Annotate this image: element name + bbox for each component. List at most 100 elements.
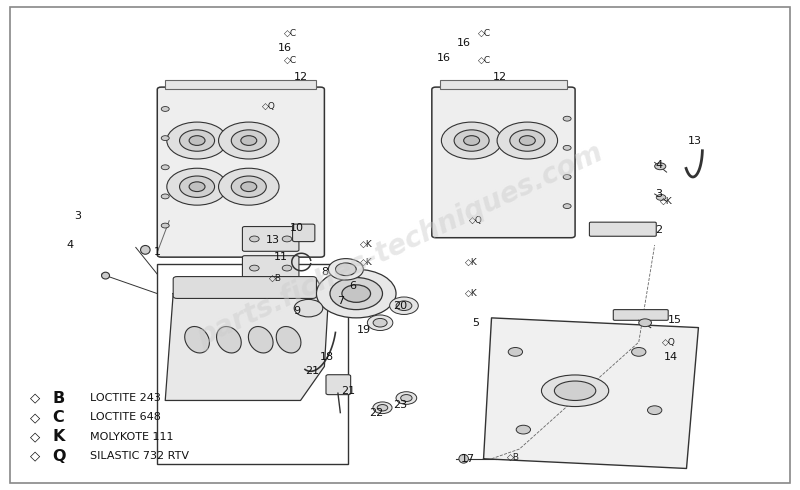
Circle shape xyxy=(519,136,535,146)
Circle shape xyxy=(378,405,388,411)
Circle shape xyxy=(631,347,646,356)
Text: 21: 21 xyxy=(342,386,355,396)
FancyBboxPatch shape xyxy=(158,87,324,257)
Text: ◇C: ◇C xyxy=(284,56,297,65)
Circle shape xyxy=(250,265,259,271)
Text: ◇K: ◇K xyxy=(360,240,373,248)
Circle shape xyxy=(563,204,571,209)
Circle shape xyxy=(464,136,479,146)
Bar xyxy=(440,80,567,89)
Text: 8: 8 xyxy=(321,267,328,277)
Text: ◇B: ◇B xyxy=(507,453,520,462)
Circle shape xyxy=(638,319,651,327)
Text: ◇Q: ◇Q xyxy=(470,216,483,225)
Text: 3: 3 xyxy=(74,211,81,221)
FancyBboxPatch shape xyxy=(614,310,668,320)
Circle shape xyxy=(342,285,370,302)
FancyBboxPatch shape xyxy=(326,375,350,394)
Circle shape xyxy=(282,236,292,242)
FancyBboxPatch shape xyxy=(432,87,575,238)
FancyBboxPatch shape xyxy=(242,226,299,251)
Circle shape xyxy=(294,299,323,317)
Polygon shape xyxy=(166,279,328,400)
Circle shape xyxy=(563,116,571,121)
Text: 23: 23 xyxy=(393,400,407,410)
Ellipse shape xyxy=(185,326,210,353)
Text: C: C xyxy=(52,410,64,425)
Ellipse shape xyxy=(248,326,273,353)
Text: 13: 13 xyxy=(687,136,702,146)
Circle shape xyxy=(508,347,522,356)
Circle shape xyxy=(179,130,214,151)
Circle shape xyxy=(162,194,170,199)
Circle shape xyxy=(335,263,356,275)
Text: LOCTITE 243: LOCTITE 243 xyxy=(90,393,161,403)
Circle shape xyxy=(654,163,666,170)
Text: 4: 4 xyxy=(655,160,662,170)
Circle shape xyxy=(218,122,279,159)
Circle shape xyxy=(231,130,266,151)
Text: 13: 13 xyxy=(266,235,280,245)
Text: ◇C: ◇C xyxy=(478,56,491,65)
Circle shape xyxy=(396,301,412,311)
Circle shape xyxy=(373,318,387,327)
Text: 11: 11 xyxy=(274,252,288,262)
Text: ◇K: ◇K xyxy=(360,258,373,267)
Circle shape xyxy=(373,402,392,414)
Bar xyxy=(158,265,348,464)
Circle shape xyxy=(401,394,412,401)
Text: MOLYKOTE 111: MOLYKOTE 111 xyxy=(90,432,173,442)
Ellipse shape xyxy=(554,381,596,400)
Text: 1: 1 xyxy=(154,247,161,257)
Text: 15: 15 xyxy=(667,315,682,325)
FancyBboxPatch shape xyxy=(590,222,656,236)
Text: 3: 3 xyxy=(655,189,662,199)
Text: 7: 7 xyxy=(337,296,344,306)
Ellipse shape xyxy=(102,272,110,279)
Text: 14: 14 xyxy=(663,352,678,362)
Circle shape xyxy=(189,136,205,146)
Circle shape xyxy=(250,236,259,242)
FancyBboxPatch shape xyxy=(173,276,317,298)
Circle shape xyxy=(179,176,214,197)
Text: 10: 10 xyxy=(290,223,303,233)
Text: LOCTITE 648: LOCTITE 648 xyxy=(90,413,161,422)
Circle shape xyxy=(162,223,170,228)
Text: ◇Q: ◇Q xyxy=(262,102,276,111)
Circle shape xyxy=(454,130,489,151)
Text: SILASTIC 732 RTV: SILASTIC 732 RTV xyxy=(90,451,189,462)
Text: 16: 16 xyxy=(437,53,450,63)
Circle shape xyxy=(218,168,279,205)
Text: ◇: ◇ xyxy=(30,411,40,424)
Circle shape xyxy=(497,122,558,159)
Circle shape xyxy=(367,315,393,331)
Ellipse shape xyxy=(141,245,150,254)
Text: ◇C: ◇C xyxy=(478,29,491,38)
Text: ◇K: ◇K xyxy=(660,197,673,206)
Text: 21: 21 xyxy=(306,367,319,376)
Text: 16: 16 xyxy=(457,38,470,49)
Circle shape xyxy=(510,130,545,151)
Circle shape xyxy=(516,425,530,434)
Circle shape xyxy=(231,176,266,197)
Text: 6: 6 xyxy=(349,281,356,291)
Circle shape xyxy=(167,168,227,205)
Text: 20: 20 xyxy=(393,301,407,311)
Text: 5: 5 xyxy=(472,318,479,328)
Text: B: B xyxy=(52,391,65,406)
Text: Q: Q xyxy=(52,449,66,464)
Text: ◇C: ◇C xyxy=(284,29,297,38)
Text: ◇B: ◇B xyxy=(269,273,282,283)
Text: ◇K: ◇K xyxy=(466,258,478,267)
Circle shape xyxy=(330,277,382,310)
Circle shape xyxy=(241,182,257,192)
Text: 19: 19 xyxy=(357,325,371,335)
Circle shape xyxy=(563,146,571,150)
Circle shape xyxy=(647,406,662,415)
Text: 17: 17 xyxy=(461,454,474,464)
Text: ◇K: ◇K xyxy=(466,289,478,298)
Circle shape xyxy=(396,392,417,404)
Text: 16: 16 xyxy=(278,43,292,53)
Text: 4: 4 xyxy=(66,240,74,250)
Text: parts.fiches-techniques.com: parts.fiches-techniques.com xyxy=(193,138,607,352)
